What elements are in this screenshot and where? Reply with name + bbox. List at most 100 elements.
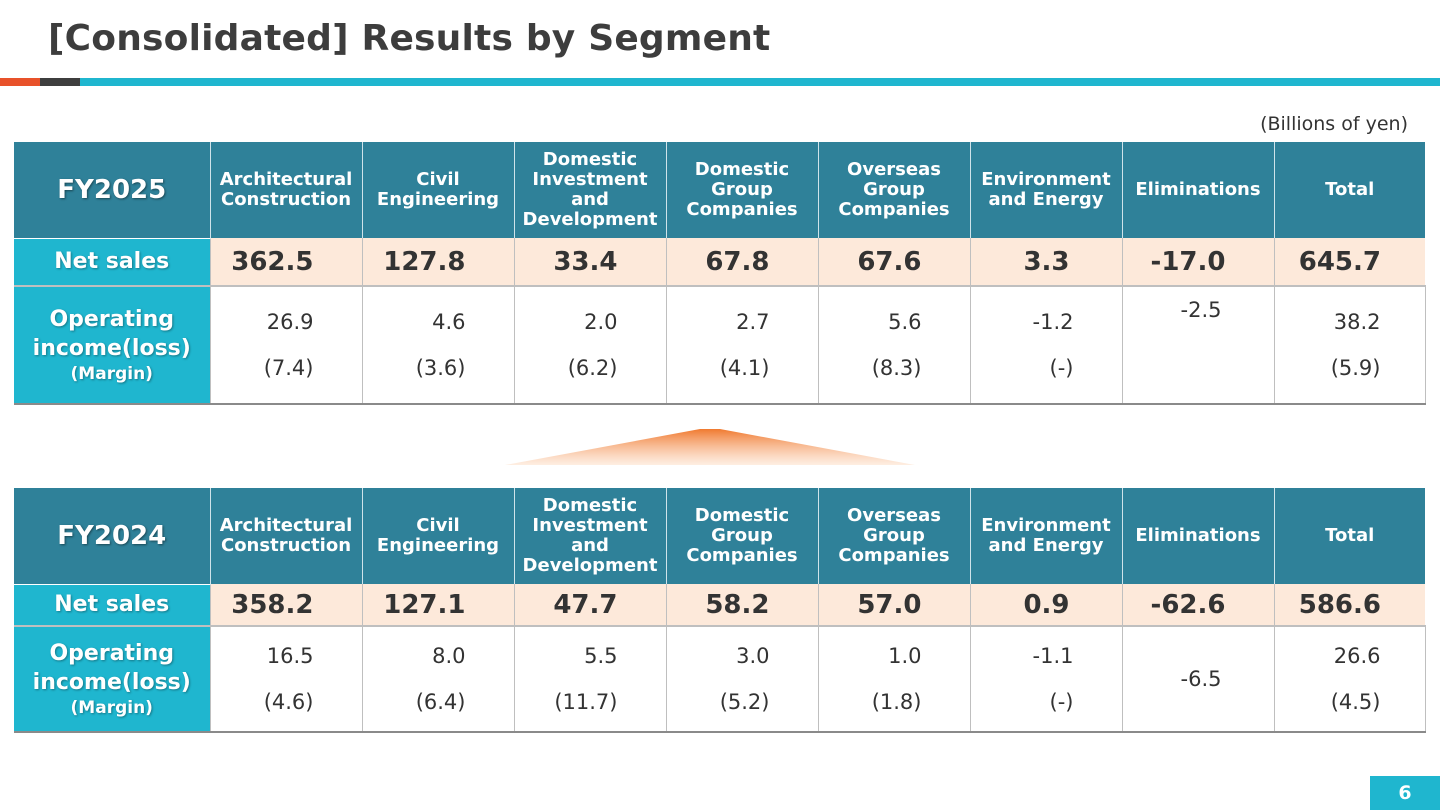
net-sales-row: Net sales 358.2 127.1 47.7 58.2 57.0 0.9…: [14, 583, 1425, 626]
operating-income-value: 5.6: [888, 310, 922, 334]
operating-income-cell: -1.2 (-): [969, 286, 1122, 404]
operating-income-label: Operating income(loss) (Margin): [14, 625, 210, 732]
unit-note: (Billions of yen): [1260, 113, 1408, 135]
margin-value: (8.3): [871, 356, 922, 380]
col-total: Total: [1273, 488, 1425, 584]
margin-value: (4.5): [1330, 690, 1381, 714]
fy2024-table: FY2024 Architectural Construction Civil …: [14, 488, 1426, 733]
col-eliminations: Eliminations: [1121, 488, 1274, 584]
net-sales-value: -17.0: [1121, 238, 1274, 286]
header-row: FY2024 Architectural Construction Civil …: [14, 488, 1425, 584]
margin-value: (6.2): [567, 356, 618, 380]
operating-income-value: 26.9: [266, 310, 314, 334]
operating-income-cell: 26.6 (4.5): [1273, 626, 1426, 732]
col-domestic-investment: Domestic Investment and Development: [513, 142, 666, 238]
net-sales-value: 58.2: [665, 584, 818, 626]
operating-income-value: -1.1: [1032, 644, 1074, 668]
margin-value: (1.8): [871, 690, 922, 714]
operating-income-label-text: Operating income(loss): [32, 307, 191, 361]
col-domestic-group: Domestic Group Companies: [665, 488, 818, 584]
operating-income-value: 26.6: [1333, 644, 1381, 668]
operating-income-cell: 2.0 (6.2): [513, 286, 666, 404]
operating-income-cell: 1.0 (1.8): [817, 626, 970, 732]
operating-income-cell: 26.9 (7.4): [209, 286, 362, 404]
operating-income-value: -2.5: [1180, 298, 1222, 322]
net-sales-value: 67.8: [665, 238, 818, 286]
operating-income-row: Operating income(loss) (Margin) 16.5 (4.6…: [14, 625, 1426, 732]
title-accent-dark: [40, 78, 80, 86]
net-sales-value: 362.5: [209, 238, 362, 286]
operating-income-value: 16.5: [266, 644, 314, 668]
col-environment: Environment and Energy: [969, 488, 1122, 584]
operating-income-cell: -6.5: [1121, 626, 1274, 732]
operating-income-cell: 5.6 (8.3): [817, 286, 970, 404]
operating-income-label-text: Operating income(loss): [32, 641, 191, 695]
net-sales-row: Net sales 362.5 127.8 33.4 67.8 67.6 3.3…: [14, 237, 1425, 286]
operating-income-cell: 2.7 (4.1): [665, 286, 818, 404]
col-environment: Environment and Energy: [969, 142, 1122, 238]
operating-income-value: 5.5: [584, 644, 618, 668]
title-underline: [80, 78, 1440, 86]
operating-income-cell: -2.5: [1121, 286, 1274, 404]
net-sales-value: 57.0: [817, 584, 970, 626]
fy2025-table: FY2025 Architectural Construction Civil …: [14, 142, 1426, 405]
margin-value: (5.9): [1330, 356, 1381, 380]
net-sales-value: 645.7: [1273, 238, 1425, 286]
margin-value: (3.6): [415, 356, 466, 380]
margin-value: (-): [1049, 690, 1074, 714]
title-accent-orange: [0, 78, 40, 86]
operating-income-value: 1.0: [888, 644, 922, 668]
operating-income-value: 3.0: [736, 644, 770, 668]
net-sales-value: 47.7: [513, 584, 666, 626]
margin-value: (4.1): [719, 356, 770, 380]
net-sales-value: 0.9: [969, 584, 1122, 626]
col-architectural: Architectural Construction: [209, 142, 362, 238]
margin-value: (6.4): [415, 690, 466, 714]
margin-value: (4.6): [263, 690, 314, 714]
margin-value: (7.4): [263, 356, 314, 380]
col-total: Total: [1273, 142, 1425, 238]
operating-income-value: 2.7: [736, 310, 770, 334]
net-sales-value: 33.4: [513, 238, 666, 286]
operating-income-cell: -1.1 (-): [969, 626, 1122, 732]
col-domestic-investment: Domestic Investment and Development: [513, 488, 666, 584]
operating-income-cell: 38.2 (5.9): [1273, 286, 1426, 404]
net-sales-value: 3.3: [969, 238, 1122, 286]
operating-income-cell: 3.0 (5.2): [665, 626, 818, 732]
col-civil: Civil Engineering: [361, 142, 514, 238]
page-title: [Consolidated] Results by Segment: [48, 18, 771, 59]
operating-income-value: 8.0: [432, 644, 466, 668]
net-sales-label: Net sales: [14, 583, 210, 626]
col-eliminations: Eliminations: [1121, 142, 1274, 238]
col-overseas-group: Overseas Group Companies: [817, 142, 970, 238]
col-overseas-group: Overseas Group Companies: [817, 488, 970, 584]
operating-income-cell: 8.0 (6.4): [361, 626, 514, 732]
operating-income-cell: 5.5 (11.7): [513, 626, 666, 732]
col-civil: Civil Engineering: [361, 488, 514, 584]
operating-income-cell: 16.5 (4.6): [209, 626, 362, 732]
margin-value: (5.2): [719, 690, 770, 714]
operating-income-label: Operating income(loss) (Margin): [14, 285, 210, 404]
fiscal-year-label: FY2025: [14, 142, 210, 238]
margin-value: (-): [1049, 356, 1074, 380]
increase-arrow-icon: [505, 429, 915, 465]
operating-income-value: 2.0: [584, 310, 618, 334]
margin-value: (11.7): [554, 690, 618, 714]
margin-label: (Margin): [70, 364, 153, 384]
page-number: 6: [1370, 776, 1440, 810]
net-sales-value: 586.6: [1273, 584, 1425, 626]
operating-income-value: -6.5: [1180, 667, 1222, 691]
net-sales-value: 358.2: [209, 584, 362, 626]
fiscal-year-label: FY2024: [14, 488, 210, 584]
net-sales-value: -62.6: [1121, 584, 1274, 626]
net-sales-label: Net sales: [14, 237, 210, 286]
operating-income-value: 4.6: [432, 310, 466, 334]
net-sales-value: 67.6: [817, 238, 970, 286]
operating-income-value: 38.2: [1333, 310, 1381, 334]
operating-income-row: Operating income(loss) (Margin) 26.9 (7.4…: [14, 285, 1426, 404]
header-row: FY2025 Architectural Construction Civil …: [14, 142, 1425, 238]
net-sales-value: 127.8: [361, 238, 514, 286]
margin-label: (Margin): [70, 698, 153, 718]
net-sales-value: 127.1: [361, 584, 514, 626]
operating-income-value: -1.2: [1032, 310, 1074, 334]
